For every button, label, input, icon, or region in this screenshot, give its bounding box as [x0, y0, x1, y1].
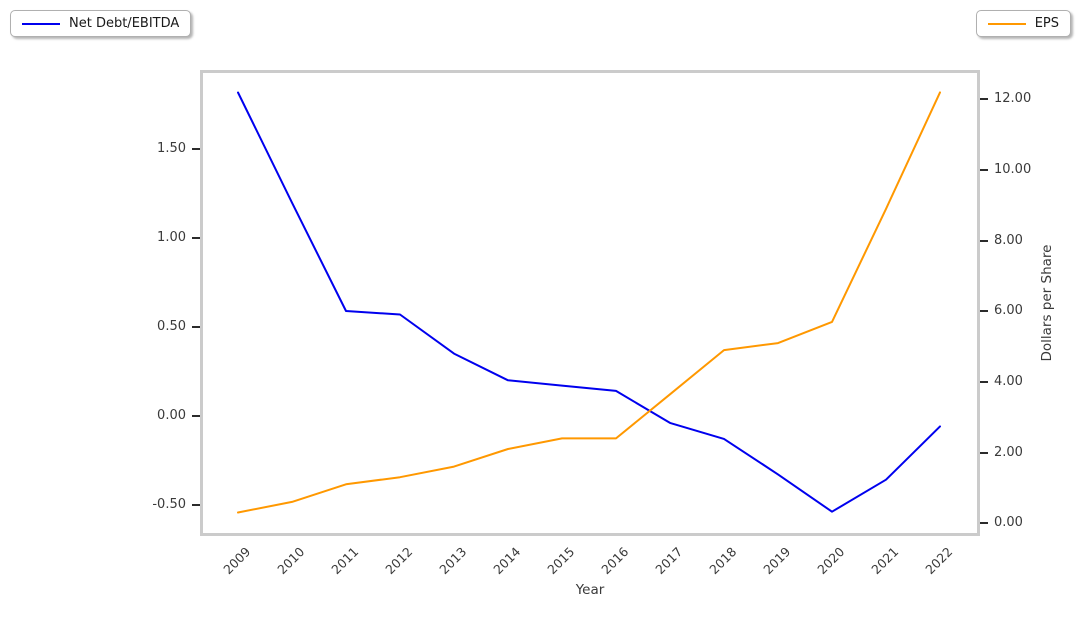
- right-y-tick-mark: [980, 310, 988, 313]
- eps-line: [237, 91, 941, 514]
- right-y-tick-label: 6.00: [994, 303, 1023, 319]
- legend-net-debt-ebitda-label: Net Debt/EBITDA: [69, 16, 180, 31]
- x-tick-label: 2016: [598, 544, 632, 578]
- right-y-tick-mark: [980, 169, 988, 172]
- left-y-tick-mark: [192, 148, 200, 151]
- left-y-tick-label: 1.50: [157, 141, 186, 157]
- dual-axis-line-chart: [237, 91, 941, 514]
- x-tick-label: 2020: [814, 544, 848, 578]
- left-y-tick-label: 1.00: [157, 230, 186, 246]
- left-y-tick-mark: [192, 503, 200, 506]
- legend-eps-label: EPS: [1034, 16, 1059, 31]
- left-y-tick-label: 0.00: [157, 407, 186, 423]
- x-tick-label: 2011: [328, 544, 362, 578]
- x-tick-label: 2018: [706, 544, 740, 578]
- right-y-tick-mark: [980, 98, 988, 101]
- right-y-tick-label: 0.00: [994, 515, 1023, 531]
- eps-line-swatch: [987, 22, 1026, 25]
- x-tick-label: 2012: [382, 544, 416, 578]
- left-y-tick-label: 0.50: [157, 318, 186, 334]
- right-y-tick-mark: [980, 522, 988, 525]
- plot-area: [200, 70, 980, 536]
- right-y-tick-label: 8.00: [994, 232, 1023, 248]
- right-y-tick-mark: [980, 239, 988, 242]
- x-tick-label: 2019: [760, 544, 794, 578]
- right-y-tick-label: 4.00: [994, 373, 1023, 389]
- x-tick-label: 2010: [274, 544, 308, 578]
- x-tick-label: 2014: [490, 544, 524, 578]
- x-tick-label: 2013: [436, 544, 470, 578]
- net-debt-ebitda-line-swatch: [22, 22, 60, 25]
- x-tick-label: 2009: [220, 544, 254, 578]
- legend-eps: EPS: [975, 10, 1071, 37]
- left-y-tick-mark: [192, 325, 200, 328]
- x-tick-label: 2021: [868, 544, 902, 578]
- x-tick-label: 2017: [652, 544, 686, 578]
- left-y-tick-label: -0.50: [152, 496, 186, 512]
- net-debt-ebitda-line: [237, 91, 941, 513]
- x-tick-label: 2015: [544, 544, 578, 578]
- right-y-tick-mark: [980, 451, 988, 454]
- x-tick-label: 2022: [922, 544, 956, 578]
- x-axis-title: Year: [575, 582, 605, 598]
- left-y-tick-mark: [192, 414, 200, 417]
- right-y-tick-mark: [980, 380, 988, 383]
- legend-net-debt-ebitda: Net Debt/EBITDA: [10, 10, 192, 37]
- right-y-axis-title: Dollars per Share: [1039, 244, 1055, 362]
- left-y-tick-mark: [192, 237, 200, 240]
- right-y-tick-label: 10.00: [994, 162, 1032, 178]
- right-y-tick-label: 2.00: [994, 444, 1023, 460]
- right-y-tick-label: 12.00: [994, 91, 1032, 107]
